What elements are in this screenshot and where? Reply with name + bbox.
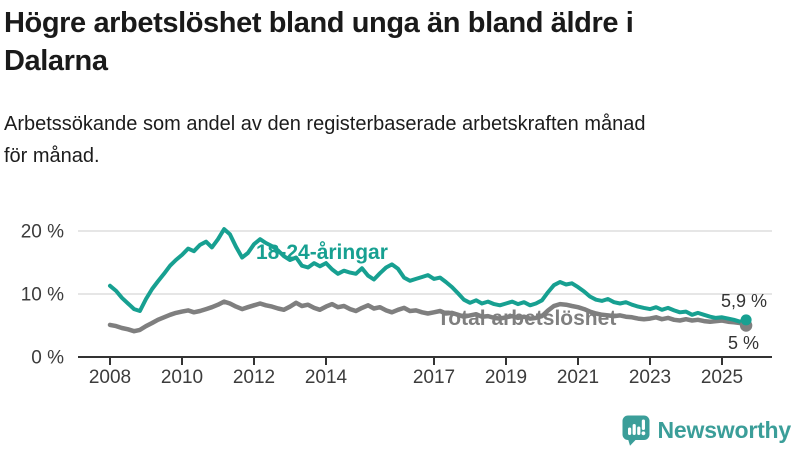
x-tick-label: 2014 — [305, 367, 348, 388]
series-label-total: Total arbetslöshet — [437, 307, 616, 330]
chart-subtitle-line2: för månad. — [4, 145, 100, 167]
end-value-total: 5 % — [728, 333, 759, 353]
series-label-youth: 18-24-åringar — [256, 241, 388, 264]
series-line — [108, 227, 749, 324]
x-tick-label: 2010 — [161, 367, 203, 388]
chart-subtitle-line1: Arbetssökande som andel av den registerb… — [4, 113, 646, 135]
x-tick-label: 2012 — [233, 367, 275, 388]
bar-chart-speech-bubble-icon — [622, 415, 650, 446]
unemployment-line-chart: 2008 2010 2012 2014 2017 2019 2021 2023 2025 0 % 1… — [21, 222, 772, 388]
chart-title-line1: Högre arbetslöshet bland unga än bland ä… — [4, 7, 634, 39]
y-tick-label: 10 % — [21, 285, 64, 306]
x-tick-label: 2025 — [701, 367, 743, 388]
x-tick-label: 2021 — [557, 367, 599, 388]
series-line — [107, 299, 749, 334]
newsworthy-logo-text: Newsworthy — [657, 416, 792, 443]
chart-title: Högre arbetslöshet bland unga än bland ä… — [4, 4, 796, 80]
chart-subtitle: Arbetssökande som andel av den registerb… — [4, 108, 796, 172]
x-tick-label: 2017 — [413, 367, 455, 388]
end-value-youth: 5,9 % — [721, 291, 767, 311]
y-tick-label: 0 % — [31, 348, 64, 369]
x-tick-label: 2019 — [485, 367, 527, 388]
newsworthy-logo: Newsworthy — [621, 414, 791, 446]
series-end-dot — [740, 314, 752, 326]
y-tick-label: 20 % — [21, 222, 64, 243]
x-tick-label: 2008 — [89, 367, 131, 388]
x-tick-label: 2023 — [629, 367, 671, 388]
chart-title-line2: Dalarna — [4, 45, 108, 77]
